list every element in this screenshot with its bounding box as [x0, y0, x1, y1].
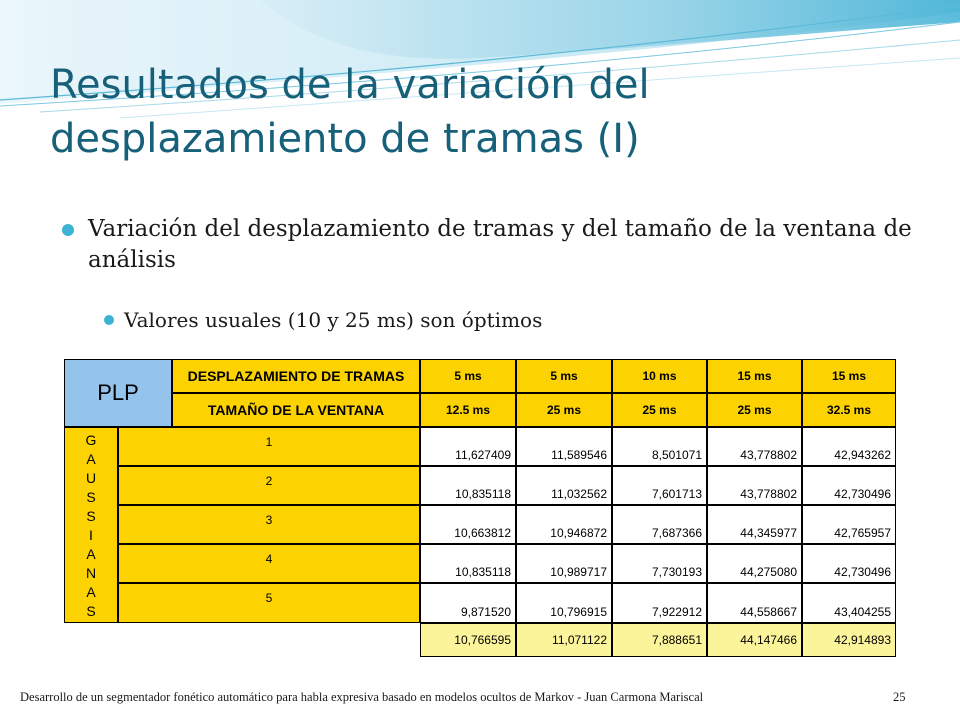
shift-value-cell: 10 ms — [612, 359, 707, 393]
gaussian-count-cell: 3 — [118, 505, 420, 544]
main-bullet: Variación del desplazamiento de tramas y… — [62, 214, 948, 276]
gaussianas-letter: U — [85, 469, 97, 486]
summary-cell: 42,914893 — [802, 623, 896, 657]
result-cell: 10,663812 — [420, 505, 516, 544]
shift-value-cell: 15 ms — [802, 359, 896, 393]
plp-corner-cell: PLP — [64, 359, 172, 427]
window-value-cell: 25 ms — [707, 393, 802, 427]
result-cell: 44,345977 — [707, 505, 802, 544]
gaussianas-vertical-label: G A U S S I A N A S — [64, 427, 118, 623]
slide-title: Resultados de la variación del desplazam… — [50, 62, 650, 162]
result-cell: 42,765957 — [802, 505, 896, 544]
window-value-cell: 25 ms — [612, 393, 707, 427]
result-cell: 10,946872 — [516, 505, 612, 544]
result-cell: 7,922912 — [612, 583, 707, 623]
result-cell: 10,835118 — [420, 544, 516, 583]
gaussianas-letter: A — [86, 450, 96, 467]
gaussianas-letter: A — [86, 545, 96, 562]
gaussian-count-cell: 2 — [118, 466, 420, 505]
gaussian-count-cell: 1 — [118, 427, 420, 466]
shift-row-label: DESPLAZAMIENTO DE TRAMAS — [172, 359, 420, 393]
summary-cell: 7,888651 — [612, 623, 707, 657]
result-cell: 8,501071 — [612, 427, 707, 466]
result-cell: 43,404255 — [802, 583, 896, 623]
shift-value-cell: 15 ms — [707, 359, 802, 393]
summary-cell: 11,071122 — [516, 623, 612, 657]
shift-value-cell: 5 ms — [420, 359, 516, 393]
result-cell: 10,796915 — [516, 583, 612, 623]
slide-footer: Desarrollo de un segmentador fonético au… — [20, 690, 704, 704]
gaussian-count-cell: 4 — [118, 544, 420, 583]
result-cell: 44,558667 — [707, 583, 802, 623]
window-value-cell: 12.5 ms — [420, 393, 516, 427]
results-table: PLP DESPLAZAMIENTO DE TRAMAS TAMAÑO DE L… — [62, 357, 898, 660]
decorative-wave-banner — [0, 0, 960, 119]
result-cell: 44,275080 — [707, 544, 802, 583]
gaussianas-letter: G — [85, 431, 97, 448]
result-cell: 9,871520 — [420, 583, 516, 623]
gaussian-count-cell: 5 — [118, 583, 420, 623]
gaussianas-letter: S — [86, 507, 96, 524]
result-cell: 43,778802 — [707, 427, 802, 466]
sub-bullet: Valores usuales (10 y 25 ms) son óptimos — [104, 306, 924, 334]
gaussianas-letter: I — [89, 526, 93, 543]
result-cell: 42,943262 — [802, 427, 896, 466]
gaussianas-letter: N — [85, 564, 97, 581]
gaussianas-letter: S — [86, 488, 96, 505]
gaussianas-letter: S — [86, 602, 96, 619]
window-value-cell: 25 ms — [516, 393, 612, 427]
result-cell: 11,627409 — [420, 427, 516, 466]
result-cell: 7,687366 — [612, 505, 707, 544]
page-number: 25 — [893, 690, 906, 704]
result-cell: 42,730496 — [802, 466, 896, 505]
window-value-cell: 32.5 ms — [802, 393, 896, 427]
window-row-label: TAMAÑO DE LA VENTANA — [172, 393, 420, 427]
summary-cell: 44,147466 — [707, 623, 802, 657]
result-cell: 11,032562 — [516, 466, 612, 505]
result-cell: 7,730193 — [612, 544, 707, 583]
shift-value-cell: 5 ms — [516, 359, 612, 393]
result-cell: 11,589546 — [516, 427, 612, 466]
summary-cell: 10,766595 — [420, 623, 516, 657]
result-cell: 7,601713 — [612, 466, 707, 505]
result-cell: 42,730496 — [802, 544, 896, 583]
gaussianas-letter: A — [86, 583, 96, 600]
result-cell: 10,989717 — [516, 544, 612, 583]
result-cell: 10,835118 — [420, 466, 516, 505]
result-cell: 43,778802 — [707, 466, 802, 505]
